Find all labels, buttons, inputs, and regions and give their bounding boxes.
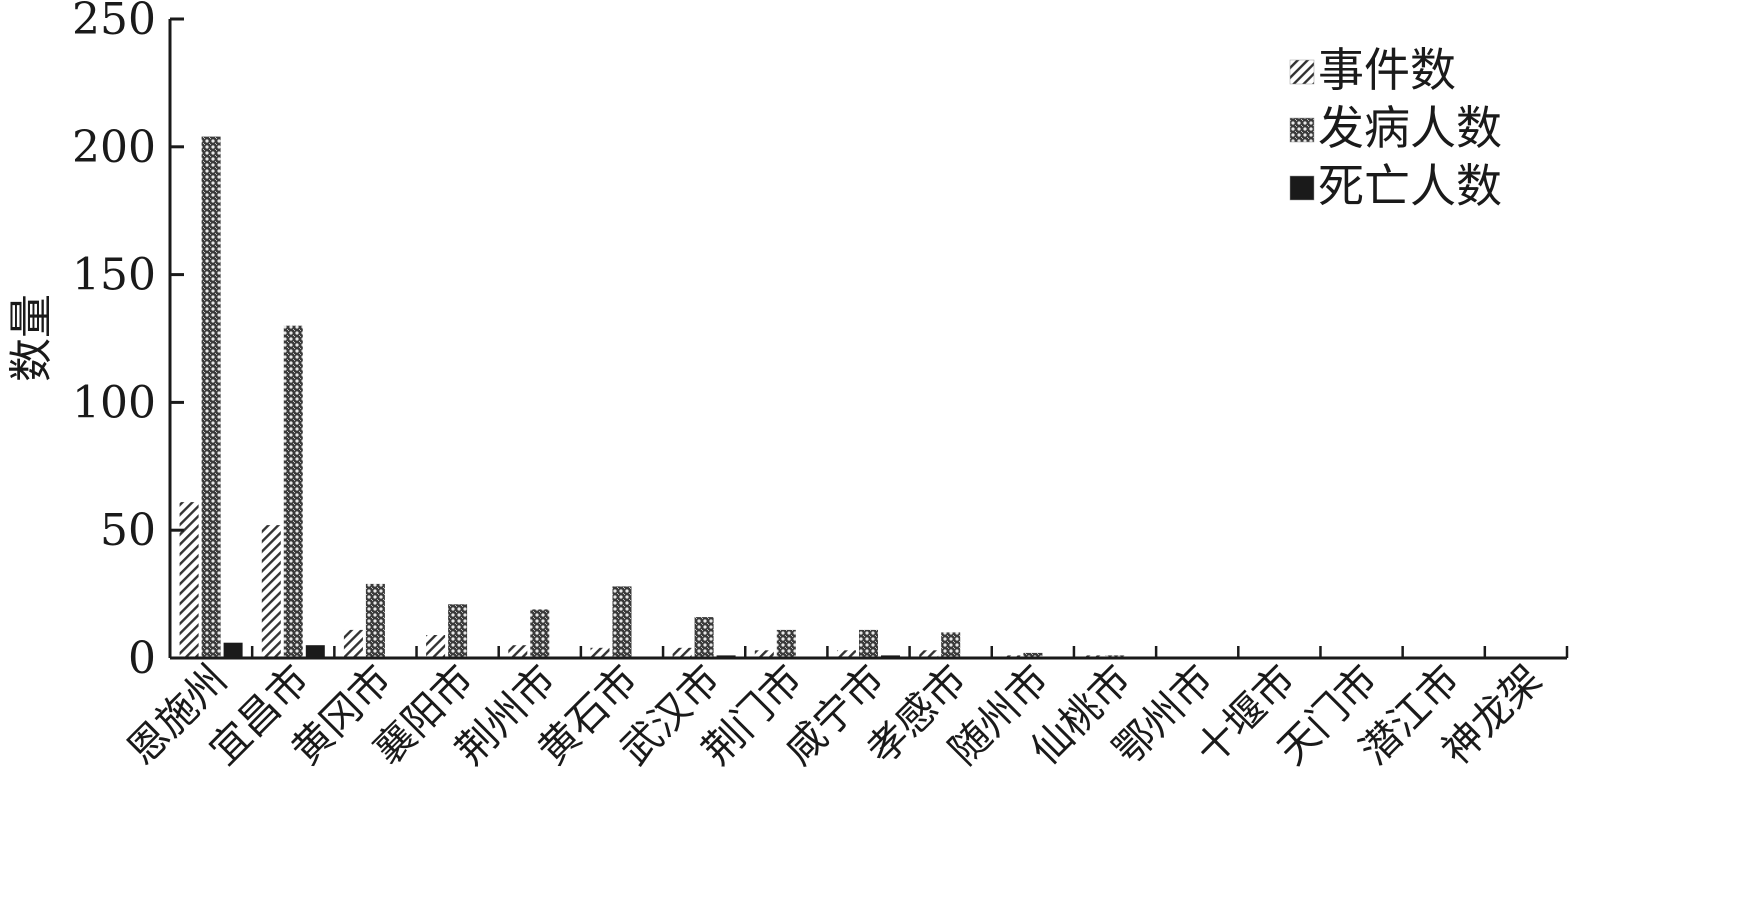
bar-crosshatch-1 [283,325,303,658]
y-axis-title: 数量 [6,294,57,382]
legend-swatch-diagonal-hatch [1289,59,1315,85]
bar-solid-dark-0 [223,642,243,658]
bar-diagonal-hatch-0 [179,502,199,658]
y-tick-label: 200 [72,122,156,173]
bar-crosshatch-9 [941,632,961,658]
bar-diagonal-hatch-2 [343,629,363,658]
legend-swatch-solid-dark [1289,175,1315,201]
bar-diagonal-hatch-6 [672,647,692,658]
bar-crosshatch-7 [776,629,796,658]
bar-diagonal-hatch-8 [837,650,856,658]
y-tick-label: 250 [72,0,156,45]
bar-crosshatch-8 [859,629,878,658]
bar-crosshatch-6 [694,617,714,658]
bar-solid-dark-1 [305,645,325,658]
bar-crosshatch-5 [612,586,632,658]
y-tick-label: 0 [128,633,156,684]
legend-label: 事件数 [1318,43,1456,97]
bar-crosshatch-3 [448,604,468,658]
legend-label: 死亡人数 [1318,159,1502,213]
bar-diagonal-hatch-3 [426,635,446,658]
bar-diagonal-hatch-4 [508,645,528,658]
y-tick-label: 50 [100,505,156,556]
bar-diagonal-hatch-1 [261,525,281,658]
bar-crosshatch-10 [1023,652,1043,658]
bar-crosshatch-4 [530,609,550,658]
bar-diagonal-hatch-7 [754,650,774,658]
bar-crosshatch-2 [365,583,385,658]
y-tick-label: 100 [72,377,156,428]
bar-diagonal-hatch-5 [590,647,610,658]
legend-label: 发病人数 [1318,101,1502,155]
bar-diagonal-hatch-9 [919,650,939,658]
bar-crosshatch-0 [201,136,221,659]
legend-swatch-crosshatch [1289,117,1315,143]
y-tick-label: 150 [72,250,156,301]
